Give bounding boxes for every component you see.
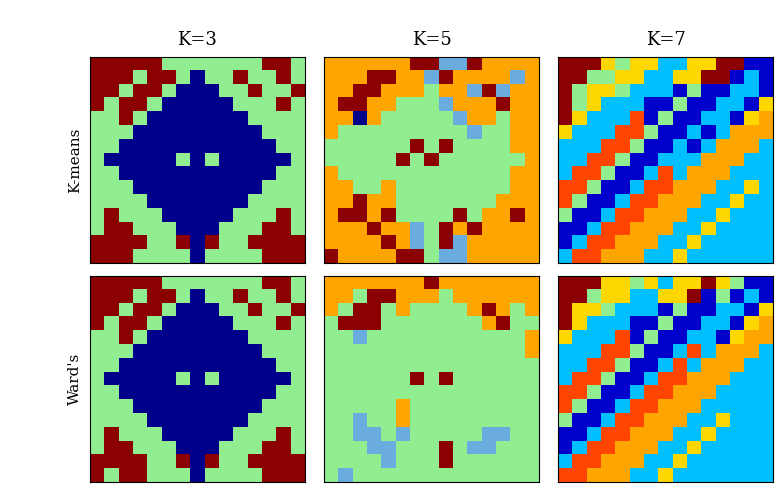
Text: K=7: K=7 [646,31,686,49]
Text: K=5: K=5 [412,31,451,49]
Text: Ward's: Ward's [68,353,82,405]
Text: K=3: K=3 [177,31,217,49]
Text: K-means: K-means [68,127,82,192]
